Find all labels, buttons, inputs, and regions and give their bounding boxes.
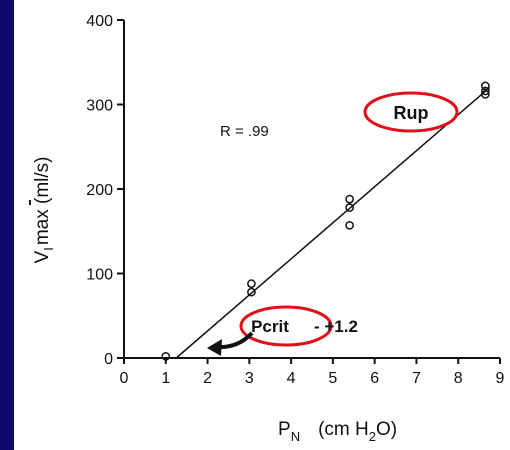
pcrit-label: Pcrit <box>251 317 289 336</box>
chart-paper <box>14 0 510 450</box>
y-ticks: 0 100 200 300 400 <box>86 13 124 368</box>
x-axis-units-sub: 2 <box>369 429 376 444</box>
rup-label: Rup <box>394 103 429 123</box>
y-tick-label-0: 0 <box>104 351 113 368</box>
x-tick-label-3: 3 <box>245 370 254 387</box>
data-point <box>161 351 171 361</box>
x-axis-units-post: O) <box>376 419 397 440</box>
y-tick-label-200: 200 <box>86 182 113 199</box>
x-tick-label-0: 0 <box>120 370 129 387</box>
pcrit-highlight-ellipse <box>239 305 333 347</box>
y-axis-label-rest: max (ml/s) <box>32 157 53 246</box>
y-tick-label-100: 100 <box>86 267 113 284</box>
x-tick-label-8: 8 <box>454 370 463 387</box>
data-point <box>345 203 354 212</box>
x-tick-label-7: 7 <box>412 370 421 387</box>
y-tick-label-300: 300 <box>86 98 113 115</box>
x-axis-label-sub: N <box>291 429 300 444</box>
x-axis-label-main: P <box>278 419 291 440</box>
y-axis-label-main: V <box>32 250 53 263</box>
r-value-label: R = .99 <box>220 123 269 140</box>
rup-highlight-ellipse <box>363 91 459 133</box>
axes <box>123 20 500 359</box>
data-point <box>481 86 490 96</box>
pcrit-arrowhead <box>207 339 222 356</box>
pcrit-value: - +1.2 <box>314 317 358 336</box>
data-point <box>345 194 354 204</box>
data-point <box>247 287 256 297</box>
y-axis-label-sub: I <box>41 247 56 251</box>
x-ticks: 0 1 2 3 4 5 6 7 8 9 <box>120 358 505 387</box>
x-tick-label-2: 2 <box>203 370 212 387</box>
x-axis-units-pre: (cm H <box>318 419 369 440</box>
data-point <box>345 220 354 230</box>
data-point <box>247 279 256 288</box>
regression-line <box>175 87 491 359</box>
x-tick-label-6: 6 <box>370 370 379 387</box>
regression-line-group <box>175 87 491 359</box>
y-tick-label-400: 400 <box>86 13 113 30</box>
x-tick-label-4: 4 <box>287 370 296 387</box>
data-point <box>481 90 490 99</box>
data-points <box>161 81 490 361</box>
x-tick-label-9: 9 <box>496 370 505 387</box>
x-tick-label-5: 5 <box>328 370 337 387</box>
data-point <box>481 81 490 91</box>
x-tick-label-1: 1 <box>161 370 170 387</box>
y-axis-label: VImax (ml/s) <box>32 157 56 264</box>
x-axis-label: PN (cm H2O) <box>278 419 397 444</box>
